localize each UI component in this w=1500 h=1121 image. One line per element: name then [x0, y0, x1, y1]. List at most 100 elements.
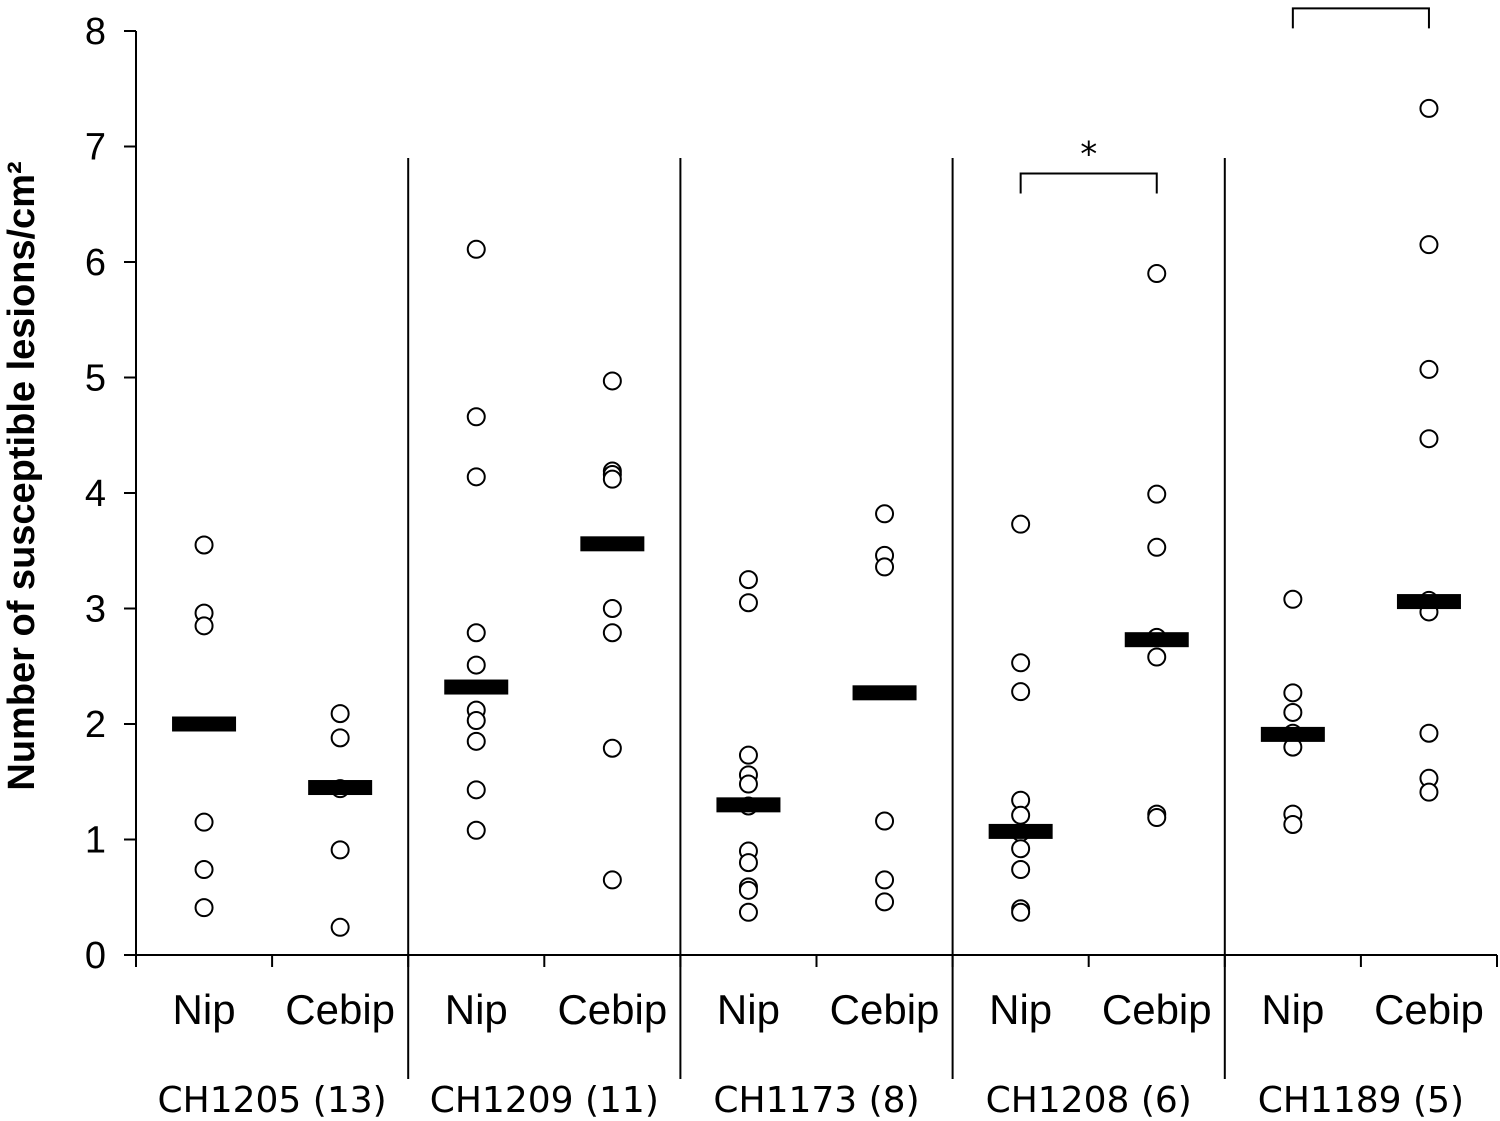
- data-point: [1011, 839, 1031, 859]
- data-point: [1011, 653, 1031, 673]
- category-label: Nip: [989, 986, 1052, 1033]
- data-point: [466, 623, 486, 643]
- y-tick-label: 8: [85, 11, 106, 53]
- y-tick-label: 7: [85, 127, 106, 169]
- data-point: [1419, 429, 1439, 449]
- data-point: [875, 811, 895, 831]
- data-point: [602, 738, 622, 758]
- data-point: [466, 820, 486, 840]
- data-point: [194, 812, 214, 832]
- significance-bracket: [1019, 172, 1158, 194]
- group-label: CH1205 (13): [158, 1080, 387, 1121]
- data-point: [602, 599, 622, 618]
- data-point: [466, 239, 486, 259]
- y-tick-label: 1: [85, 820, 106, 862]
- mean-bar: [852, 685, 917, 701]
- significance-marker: **: [1344, 0, 1378, 9]
- category-label: Cebip: [1102, 986, 1212, 1033]
- significance-bracket: [1291, 7, 1430, 29]
- category-label: Nip: [1261, 986, 1324, 1033]
- y-tick-label: 4: [85, 473, 106, 515]
- mean-bar: [988, 823, 1053, 839]
- group-label: CH1209 (11): [430, 1080, 659, 1121]
- data-point: [1011, 860, 1031, 880]
- data-point: [602, 870, 622, 890]
- y-tick-label: 5: [85, 358, 106, 400]
- data-point: [1011, 902, 1031, 922]
- data-point: [738, 593, 758, 613]
- data-point: [1147, 647, 1167, 667]
- y-axis-title: Number of susceptible lesions/cm²: [1, 161, 43, 790]
- mean-bar: [1396, 594, 1461, 610]
- mean-bar: [1260, 726, 1325, 742]
- significance-brackets: [1019, 7, 1430, 194]
- data-point: [1419, 235, 1439, 255]
- data-points: [194, 98, 1439, 937]
- data-point: [1283, 683, 1303, 703]
- data-point: [1283, 589, 1303, 609]
- data-point: [330, 917, 350, 937]
- data-point: [602, 371, 622, 391]
- data-point: [1147, 808, 1167, 828]
- mean-bar: [444, 679, 509, 695]
- data-point: [194, 898, 214, 918]
- group-label: CH1173 (8): [713, 1080, 919, 1121]
- category-label: Cebip: [1374, 986, 1484, 1033]
- data-point: [738, 745, 758, 765]
- mean-bar: [716, 797, 781, 813]
- data-point: [466, 407, 486, 427]
- significance-marker: *: [1080, 135, 1097, 175]
- data-point: [1419, 359, 1439, 379]
- data-point: [194, 535, 214, 555]
- data-point: [466, 655, 486, 675]
- group-label: CH1208 (6): [986, 1080, 1192, 1121]
- data-point: [602, 469, 622, 489]
- y-tick-label: 6: [85, 242, 106, 284]
- data-point: [875, 504, 895, 524]
- y-tick-label: 2: [85, 704, 106, 746]
- data-point: [1147, 484, 1167, 504]
- data-point: [1283, 814, 1303, 834]
- data-point: [738, 853, 758, 873]
- data-point: [738, 570, 758, 590]
- category-label: Cebip: [557, 986, 667, 1033]
- group-label: CH1189 (5): [1258, 1080, 1464, 1121]
- data-point: [466, 780, 486, 800]
- group-dividers: [407, 158, 1226, 1079]
- data-point: [466, 467, 486, 487]
- data-point: [875, 892, 895, 912]
- data-point: [1147, 537, 1167, 557]
- data-point: [875, 557, 895, 577]
- data-point: [330, 840, 350, 860]
- data-point: [738, 902, 758, 922]
- data-point: [875, 870, 895, 890]
- mean-bar: [1124, 632, 1189, 648]
- category-label: Nip: [717, 986, 780, 1033]
- data-point: [1147, 264, 1167, 284]
- y-tick-label: 0: [85, 935, 106, 977]
- y-tick-label: 3: [85, 589, 106, 631]
- mean-bar: [308, 780, 373, 796]
- data-point: [1011, 514, 1031, 534]
- mean-bar: [172, 716, 237, 732]
- data-point: [330, 704, 350, 724]
- data-point: [194, 860, 214, 880]
- data-point: [194, 616, 214, 636]
- mean-bars: [172, 536, 1461, 839]
- data-point: [738, 880, 758, 900]
- mean-bar: [580, 536, 645, 552]
- data-point: [1283, 702, 1303, 722]
- data-point: [466, 711, 486, 731]
- category-label: Nip: [173, 986, 236, 1033]
- chart-axes: [124, 30, 1498, 967]
- data-point: [1419, 782, 1439, 802]
- data-point: [466, 731, 486, 751]
- data-point: [602, 623, 622, 643]
- data-point: [1011, 682, 1031, 702]
- data-point: [1011, 805, 1031, 825]
- category-label: Cebip: [830, 986, 940, 1033]
- data-point: [330, 728, 350, 748]
- data-point: [738, 774, 758, 794]
